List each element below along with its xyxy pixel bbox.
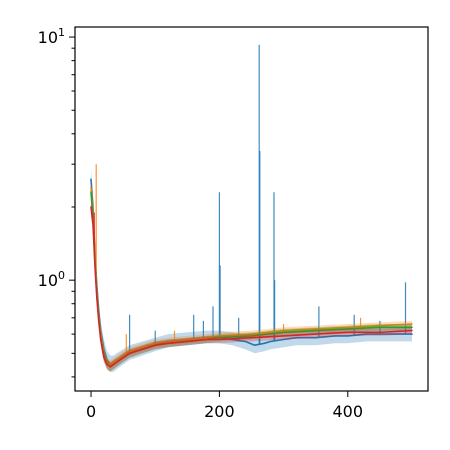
plot-area [90,44,413,372]
x-tick-labels: 0 200 400 [86,402,363,421]
y-tick-label-exponent: 1 [58,26,65,39]
y-tick-label: 100 [38,269,65,290]
x-tick-label: 200 [204,402,235,421]
axes-frame [74,26,429,392]
series-4-line [90,206,413,368]
series-4-band [91,196,412,372]
y-tick-label-base: 10 [38,271,58,290]
y-tick-label: 101 [38,26,65,47]
y-tick-label-exponent: 0 [58,269,65,282]
series-3-band [91,183,412,372]
series-1-band [91,167,412,372]
series-4 [90,196,413,372]
x-tick-label: 0 [86,402,96,421]
series-2-band [91,179,412,370]
x-tick-label: 400 [332,402,363,421]
y-tick-label-base: 10 [38,28,58,47]
